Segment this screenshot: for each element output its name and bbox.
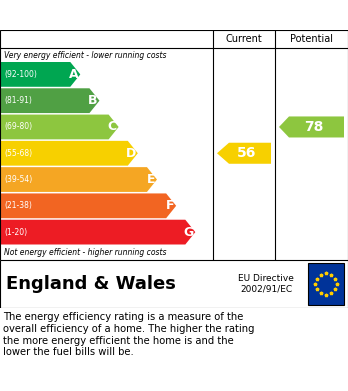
Text: G: G — [183, 226, 193, 239]
Text: 56: 56 — [237, 146, 257, 160]
Text: Not energy efficient - higher running costs: Not energy efficient - higher running co… — [4, 248, 166, 257]
Text: (21-38): (21-38) — [4, 201, 32, 210]
Bar — [308, 263, 344, 305]
Text: (92-100): (92-100) — [4, 70, 37, 79]
Text: 78: 78 — [304, 120, 324, 134]
Polygon shape — [217, 143, 271, 164]
Text: (69-80): (69-80) — [4, 122, 32, 131]
Text: B: B — [88, 94, 97, 107]
Text: Current: Current — [226, 34, 262, 44]
Text: D: D — [126, 147, 136, 160]
Text: Very energy efficient - lower running costs: Very energy efficient - lower running co… — [4, 51, 166, 60]
Text: EU Directive
2002/91/EC: EU Directive 2002/91/EC — [238, 274, 294, 294]
Polygon shape — [0, 62, 80, 87]
Polygon shape — [0, 194, 176, 218]
Text: A: A — [69, 68, 78, 81]
Text: (39-54): (39-54) — [4, 175, 32, 184]
Text: England & Wales: England & Wales — [6, 275, 176, 293]
Polygon shape — [0, 220, 195, 244]
Text: (55-68): (55-68) — [4, 149, 32, 158]
Polygon shape — [0, 167, 157, 192]
Polygon shape — [279, 117, 344, 138]
Text: The energy efficiency rating is a measure of the
overall efficiency of a home. T: The energy efficiency rating is a measur… — [3, 312, 255, 357]
Polygon shape — [0, 88, 100, 113]
Text: E: E — [147, 173, 155, 186]
Text: (1-20): (1-20) — [4, 228, 27, 237]
Text: Energy Efficiency Rating: Energy Efficiency Rating — [63, 7, 285, 23]
Text: Potential: Potential — [290, 34, 333, 44]
Text: C: C — [108, 120, 117, 133]
Text: F: F — [166, 199, 174, 212]
Polygon shape — [0, 115, 119, 139]
Text: (81-91): (81-91) — [4, 96, 32, 105]
Polygon shape — [0, 141, 138, 166]
